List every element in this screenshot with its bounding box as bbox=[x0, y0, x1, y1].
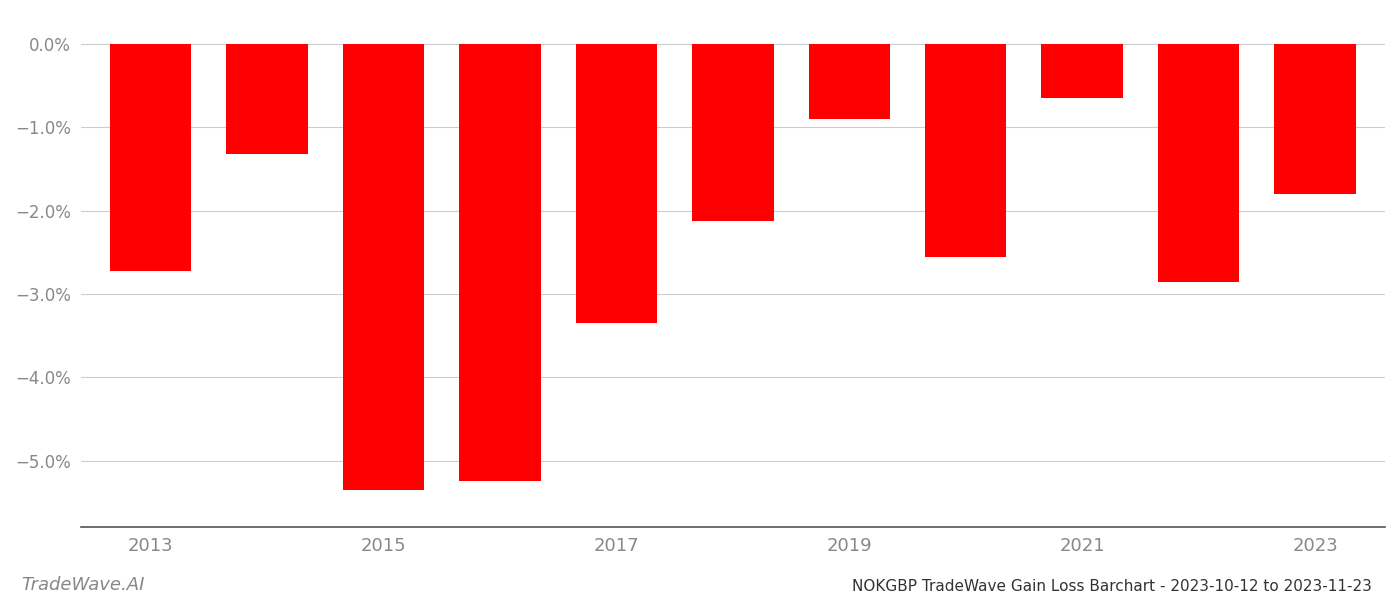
Bar bbox=[1158, 44, 1239, 281]
Bar bbox=[575, 44, 657, 323]
Bar bbox=[925, 44, 1007, 257]
Bar bbox=[109, 44, 192, 271]
Bar bbox=[343, 44, 424, 490]
Bar bbox=[459, 44, 540, 481]
Bar bbox=[809, 44, 890, 119]
Bar bbox=[1042, 44, 1123, 98]
Bar bbox=[692, 44, 774, 221]
Text: NOKGBP TradeWave Gain Loss Barchart - 2023-10-12 to 2023-11-23: NOKGBP TradeWave Gain Loss Barchart - 20… bbox=[853, 579, 1372, 594]
Bar bbox=[1274, 44, 1355, 194]
Text: TradeWave.AI: TradeWave.AI bbox=[21, 576, 144, 594]
Bar bbox=[227, 44, 308, 154]
